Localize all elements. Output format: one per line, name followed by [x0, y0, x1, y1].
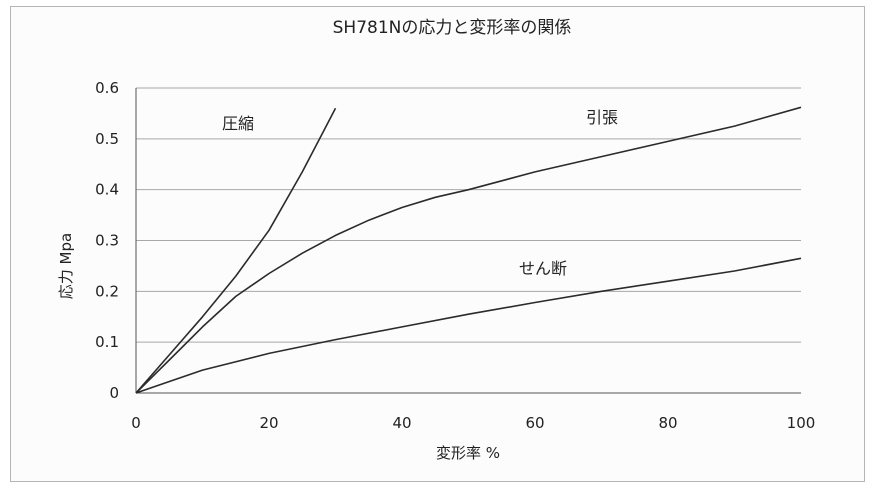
- y-tick-label: 0: [109, 384, 119, 402]
- series-line-tension: [135, 106, 802, 394]
- chart-title: SH781Nの応力と変形率の関係: [333, 18, 572, 38]
- x-tick-labels: 0 20 40 60 80 100: [131, 414, 815, 432]
- series-line-shear: [135, 257, 802, 394]
- x-tick-label: 100: [787, 414, 816, 432]
- x-axis-label: 変形率 %: [436, 444, 500, 462]
- series-line-compression: [135, 107, 337, 394]
- x-tick-label: 60: [525, 414, 544, 432]
- series-lines: [135, 106, 802, 394]
- y-tick-label: 0.3: [95, 232, 119, 250]
- x-tick-label: 80: [658, 414, 677, 432]
- series-label-tension: 引張: [586, 108, 618, 127]
- x-tick-label: 0: [131, 414, 141, 432]
- y-tick-label: 0.4: [95, 181, 119, 199]
- series-label-shear: せん断: [519, 259, 567, 278]
- y-tick-label: 0.6: [95, 79, 119, 97]
- x-tick-label: 40: [392, 414, 411, 432]
- axes: [135, 88, 801, 394]
- x-tick-label: 20: [259, 414, 278, 432]
- grid-lines: [136, 87, 801, 343]
- y-tick-labels: 0 0.1 0.2 0.3 0.4 0.5 0.6: [95, 79, 119, 402]
- series-label-compression: 圧縮: [222, 114, 254, 133]
- y-tick-label: 0.1: [95, 333, 119, 351]
- y-tick-label: 0.2: [95, 282, 119, 300]
- y-tick-label: 0.5: [95, 130, 119, 148]
- chart-frame: [10, 6, 865, 482]
- y-axis-label: 応力 Mpa: [57, 233, 75, 299]
